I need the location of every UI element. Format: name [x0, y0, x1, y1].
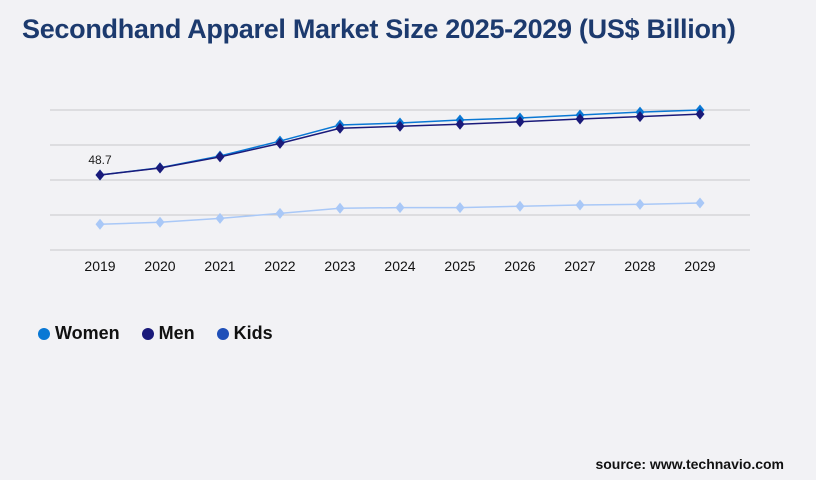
data-point-kids [275, 207, 285, 219]
data-point-men [455, 118, 465, 130]
data-point-men [395, 120, 405, 132]
legend-item-men[interactable]: Men [141, 323, 195, 344]
legend-marker-icon [216, 327, 229, 340]
chart-title: Secondhand Apparel Market Size 2025-2029… [22, 14, 736, 44]
legend-label: Men [158, 323, 195, 343]
data-point-kids [95, 218, 105, 230]
x-tick-label: 2021 [204, 258, 235, 274]
data-point-men [635, 111, 645, 123]
data-point-kids [635, 198, 645, 210]
data-point-kids [155, 216, 165, 228]
source-note: source: www.technavio.com [595, 456, 784, 472]
legend-marker-icon [141, 327, 154, 340]
data-point-men [275, 137, 285, 149]
legend-item-women[interactable]: Women [38, 323, 120, 344]
legend: Women Men Kids [38, 323, 273, 344]
data-point-kids [455, 202, 465, 214]
line-chart: 2019 2020 2021 2022 2023 2024 2025 2026 2027 2028… [50, 104, 750, 274]
x-tick-label: 2022 [264, 258, 295, 274]
legend-item-kids[interactable]: Kids [216, 323, 273, 344]
data-point-kids [695, 197, 705, 209]
data-point-men [695, 108, 705, 120]
data-point-kids [575, 199, 585, 211]
data-label: 48.7 [88, 153, 112, 167]
x-tick-label: 2025 [444, 258, 475, 274]
legend-label: Kids [233, 323, 273, 343]
data-point-kids [395, 202, 405, 214]
x-tick-label: 2020 [144, 258, 175, 274]
data-point-men [515, 116, 525, 128]
x-tick-label: 2026 [504, 258, 535, 274]
x-tick-label: 2027 [564, 258, 595, 274]
data-point-men [95, 169, 105, 181]
x-tick-label: 2023 [324, 258, 355, 274]
data-point-kids [335, 202, 345, 214]
data-point-men [155, 162, 165, 174]
data-point-men [575, 113, 585, 125]
data-point-kids [515, 200, 525, 212]
x-tick-label: 2019 [84, 258, 115, 274]
x-tick-label: 2024 [384, 258, 415, 274]
x-tick-label: 2029 [684, 258, 715, 274]
data-point-kids [215, 212, 225, 224]
legend-marker-icon [38, 327, 50, 340]
data-point-men [335, 122, 345, 134]
legend-label: Women [55, 323, 120, 343]
data-point-men [215, 151, 225, 163]
x-tick-label: 2028 [624, 258, 655, 274]
